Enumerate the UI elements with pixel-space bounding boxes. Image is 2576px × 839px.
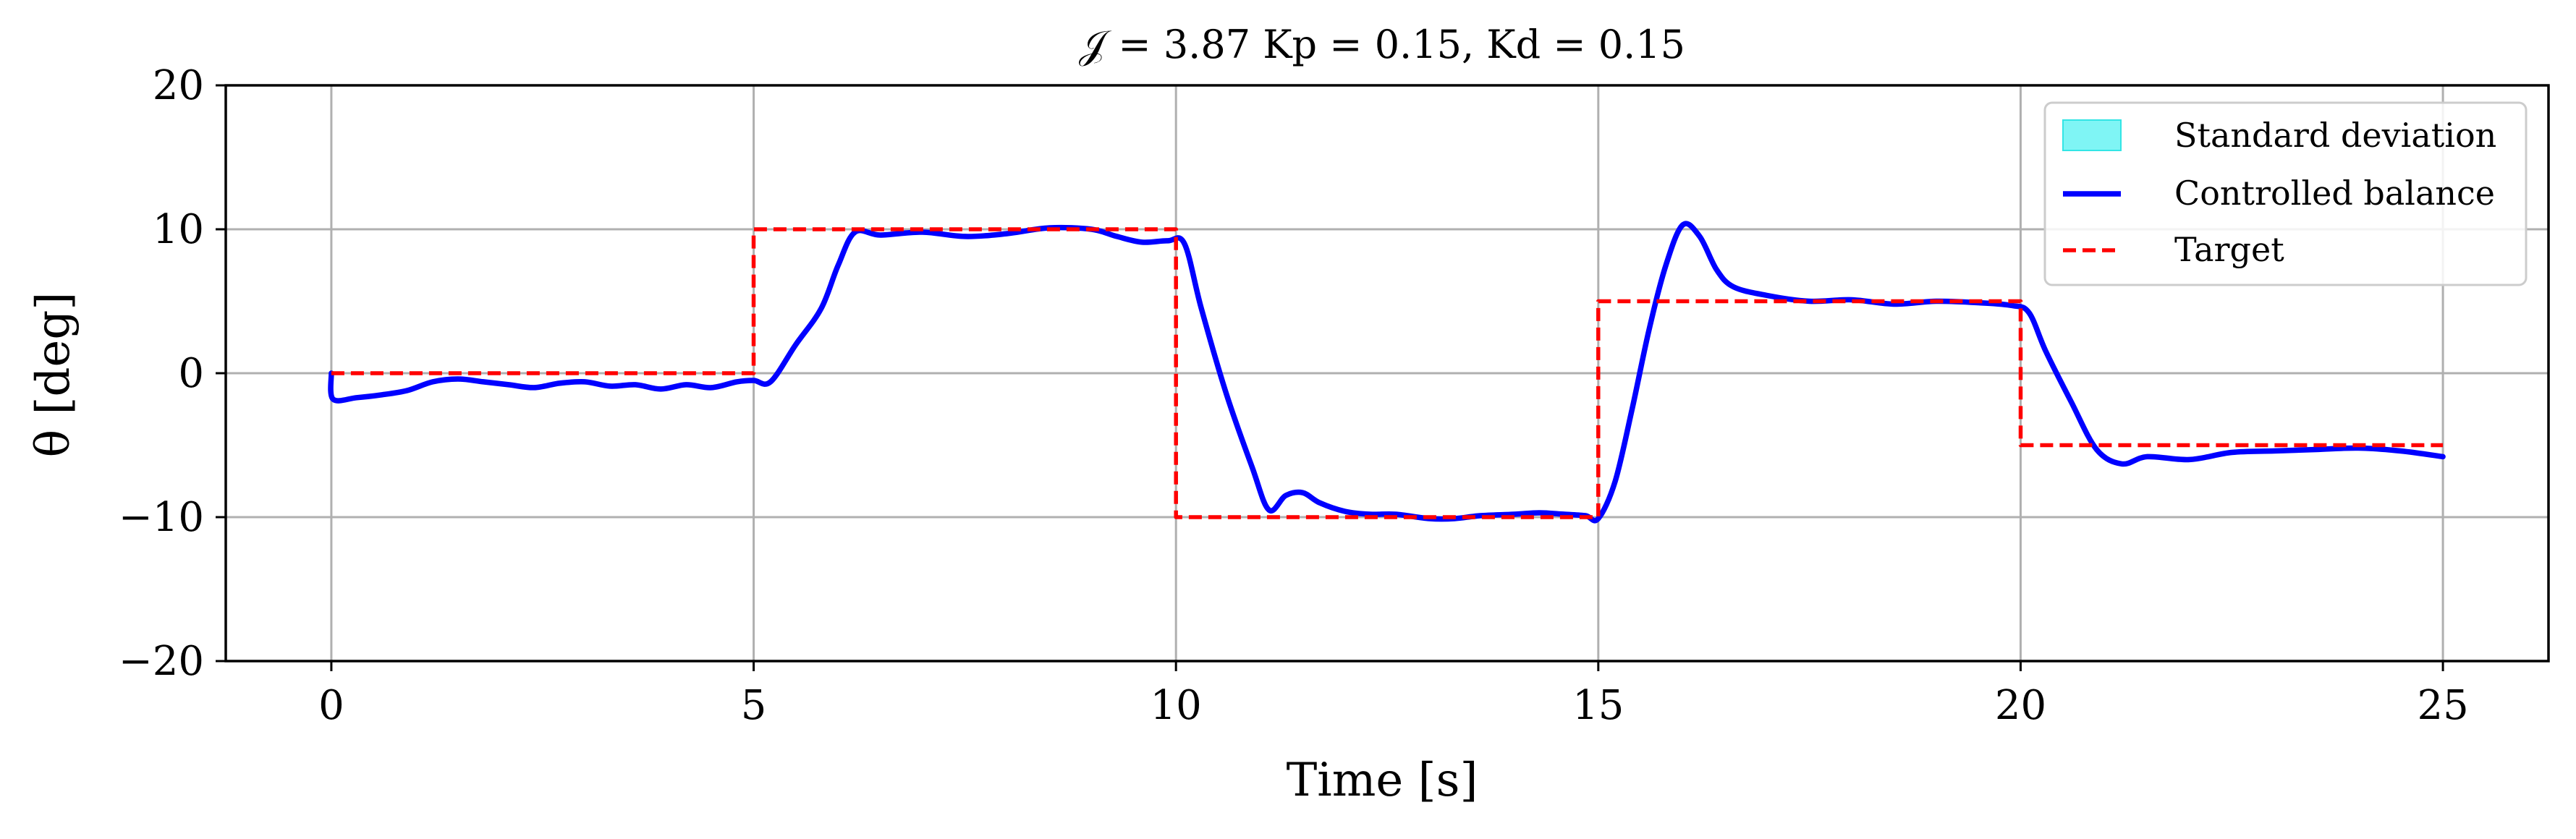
x-tick-label: 25 <box>2417 682 2468 729</box>
series-controlled-balance <box>328 221 2446 524</box>
y-tick-label: 20 <box>153 62 204 109</box>
legend: Standard deviation Controlled balance Ta… <box>2043 101 2528 286</box>
ticks: 0 5 10 15 20 25 −20 −10 0 10 20 <box>119 62 2469 729</box>
series-layer <box>328 221 2446 524</box>
legend-std-label: Standard deviation <box>2174 116 2496 155</box>
legend-std-swatch <box>2062 119 2122 151</box>
x-tick-label: 20 <box>1995 682 2046 729</box>
x-tick-label: 10 <box>1151 682 1202 729</box>
y-tick-label: −20 <box>119 638 204 685</box>
legend-target-label: Target <box>2174 230 2284 269</box>
y-tick-label: 0 <box>178 350 204 397</box>
series-target <box>331 227 2444 519</box>
legend-balance-label: Controlled balance <box>2174 174 2495 213</box>
y-tick-label: 10 <box>153 206 204 253</box>
x-axis-label: Time [s] <box>1287 754 1478 807</box>
chart-title: 𝒥 = 3.87 Kp = 0.15, Kd = 0.15 <box>1079 22 1685 67</box>
legend-box <box>2043 101 2528 286</box>
x-tick-label: 0 <box>318 682 344 729</box>
y-axis-label: θ [deg] <box>27 292 80 458</box>
x-tick-label: 5 <box>741 682 767 729</box>
y-tick-label: −10 <box>119 494 204 541</box>
x-tick-label: 15 <box>1572 682 1624 729</box>
